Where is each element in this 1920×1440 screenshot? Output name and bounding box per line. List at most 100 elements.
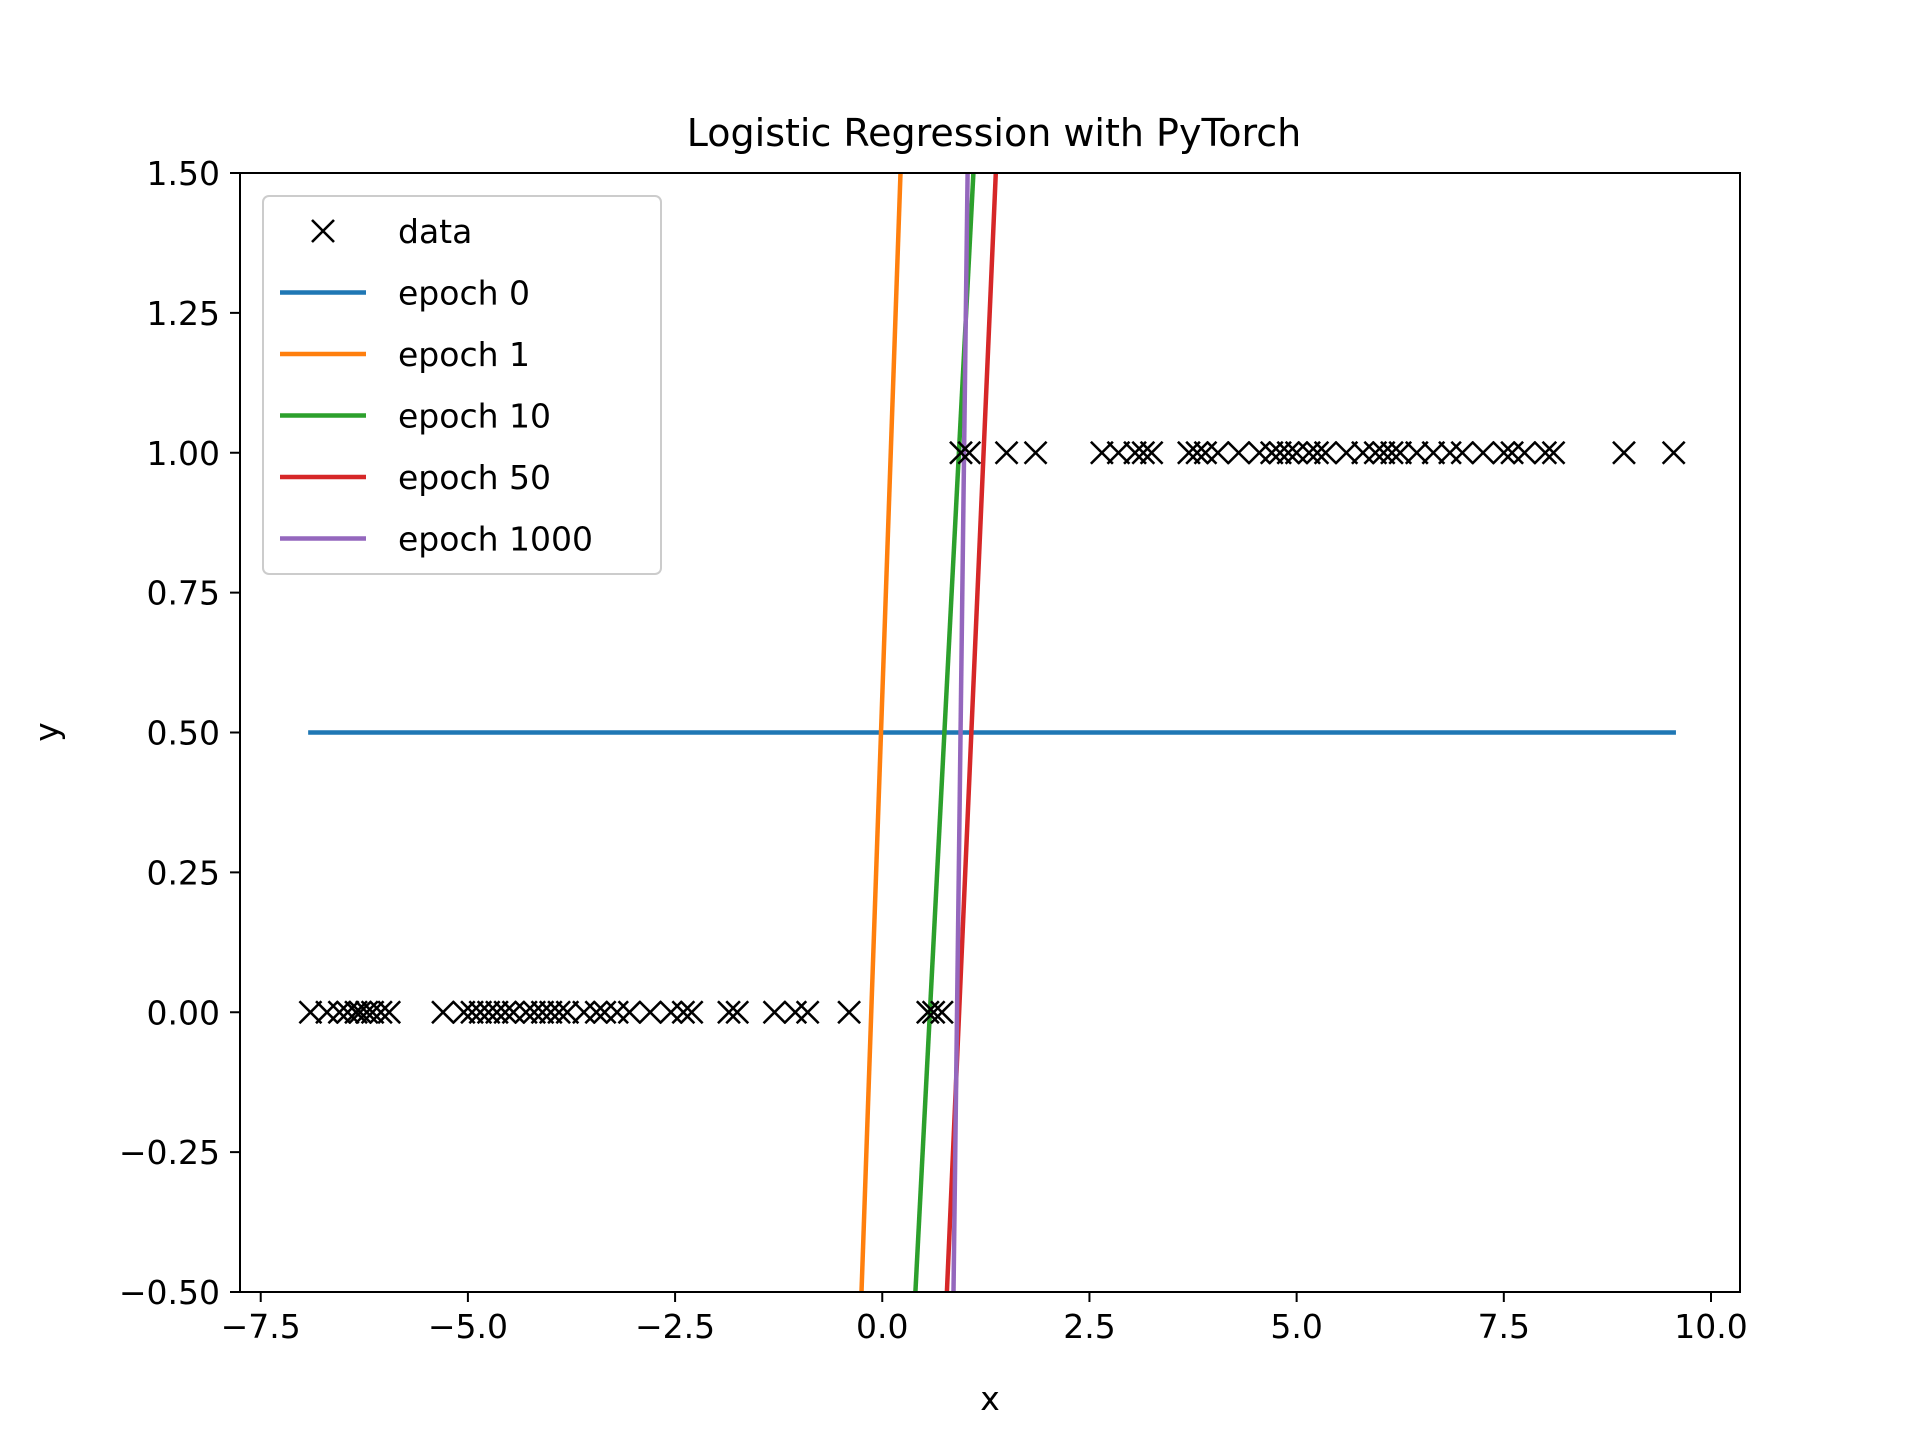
data-point — [348, 1000, 373, 1025]
data-point — [1176, 440, 1201, 465]
legend-entry-epoch-10: epoch 10 — [280, 397, 551, 436]
data-point — [957, 440, 982, 465]
data-point — [522, 1000, 547, 1025]
y-tick-label: 0.25 — [147, 853, 220, 892]
data-point — [1276, 440, 1301, 465]
data-point — [1491, 440, 1516, 465]
data-point — [315, 1000, 339, 1025]
x-tick-label: −7.5 — [221, 1307, 301, 1346]
data-point — [1089, 440, 1114, 465]
data-point — [1500, 440, 1525, 465]
y-tick-label: 1.00 — [147, 434, 220, 473]
data-point — [1421, 440, 1446, 465]
data-point — [530, 1000, 555, 1025]
x-tick-label: 0.0 — [856, 1307, 908, 1346]
data-point — [1305, 440, 1330, 465]
data-point — [493, 1000, 518, 1025]
data-point — [360, 1000, 385, 1025]
data-point — [1284, 440, 1309, 465]
x-tick-label: −2.5 — [635, 1307, 715, 1346]
legend-entry-epoch-50: epoch 50 — [280, 458, 551, 497]
x-tick-label: 7.5 — [1478, 1307, 1530, 1346]
series-line-epoch-1 — [859, 173, 903, 1292]
data-point — [671, 1000, 696, 1025]
data-point — [1259, 440, 1284, 465]
legend-entry-epoch-1: epoch 1 — [280, 335, 530, 374]
data-point — [368, 1000, 393, 1025]
legend-entry-epoch-0: epoch 0 — [280, 274, 530, 313]
legend-frame — [262, 195, 662, 575]
data-point — [584, 1000, 609, 1025]
data-point — [762, 1000, 787, 1025]
legend-label: epoch 0 — [398, 274, 530, 313]
data-point — [1334, 440, 1359, 465]
y-tick-label: 1.50 — [147, 154, 220, 193]
x-tick-label: −5.0 — [428, 1307, 508, 1346]
data-point — [795, 1000, 820, 1025]
data-point — [431, 1000, 455, 1025]
data-point — [335, 1000, 360, 1025]
series-line-epoch-1000 — [951, 173, 970, 1292]
data-point — [679, 1000, 704, 1025]
y-axis-label: y — [27, 722, 66, 742]
y-tick-label: 0.50 — [147, 714, 220, 753]
x-tick-label: 10.0 — [1674, 1307, 1747, 1346]
legend-label: epoch 1 — [398, 335, 530, 374]
data-point — [1226, 440, 1251, 465]
x-axis: −7.5 −5.0 −2.5 0.0 2.5 5.0 7.5 10.0 — [221, 1292, 1748, 1346]
y-tick-label: 0.75 — [147, 574, 220, 613]
data-point — [1247, 440, 1272, 465]
legend-entry-data: data — [311, 212, 472, 251]
data-point — [921, 1000, 946, 1025]
data-point — [1380, 440, 1404, 465]
data-point — [1131, 440, 1156, 465]
legend-label: data — [398, 212, 472, 251]
data-point — [1471, 440, 1496, 465]
data-point — [1541, 440, 1566, 465]
data-point — [617, 1000, 642, 1025]
data-point — [1661, 440, 1686, 465]
x-axis-label: x — [980, 1379, 1000, 1418]
data-point — [484, 1000, 509, 1025]
series-layer — [308, 173, 1676, 1292]
data-point — [994, 440, 1019, 465]
data-point — [1450, 440, 1475, 465]
data-point — [930, 1000, 954, 1025]
data-point — [327, 1000, 352, 1025]
y-tick-label: −0.25 — [119, 1133, 220, 1172]
data-point — [1106, 440, 1131, 465]
data-point — [1297, 440, 1321, 465]
data-point — [659, 1000, 683, 1025]
data-point — [468, 1000, 493, 1025]
data-point — [1363, 440, 1388, 465]
data-point — [1193, 440, 1218, 465]
data-point — [1388, 440, 1413, 465]
data-point — [555, 1000, 580, 1025]
data-point — [837, 1000, 862, 1025]
data-point — [605, 1000, 629, 1025]
data-point — [1371, 440, 1396, 465]
y-tick-label: −0.50 — [119, 1273, 220, 1312]
data-point — [344, 1000, 368, 1025]
data-point — [783, 1000, 808, 1025]
data-point — [1612, 440, 1636, 465]
data-point — [298, 1000, 323, 1025]
data-point — [1205, 440, 1230, 465]
x-tick-label: 5.0 — [1270, 1307, 1322, 1346]
data-point — [592, 1000, 617, 1025]
legend-entry-epoch-1000: epoch 1000 — [280, 520, 593, 559]
data-point — [513, 1000, 538, 1025]
data-point — [1512, 440, 1537, 465]
data-point — [725, 1000, 750, 1025]
data-point — [949, 440, 973, 465]
legend-entries: data epoch 0 epoch 1 epoch 10 epoch 50 epoch … — [280, 212, 593, 559]
legend: data epoch 0 epoch 1 epoch 10 epoch 50 epoch … — [262, 195, 662, 575]
chart-title: Logistic Regression with PyTorch — [687, 111, 1301, 155]
legend-marker-data — [311, 219, 335, 243]
data-point — [717, 1000, 741, 1025]
data-point — [1404, 440, 1429, 465]
data-point — [1268, 440, 1292, 465]
data-point — [476, 1000, 501, 1025]
y-axis: −0.50 −0.25 0.00 0.25 0.50 0.75 1.00 1.25 1.50 — [119, 154, 240, 1312]
